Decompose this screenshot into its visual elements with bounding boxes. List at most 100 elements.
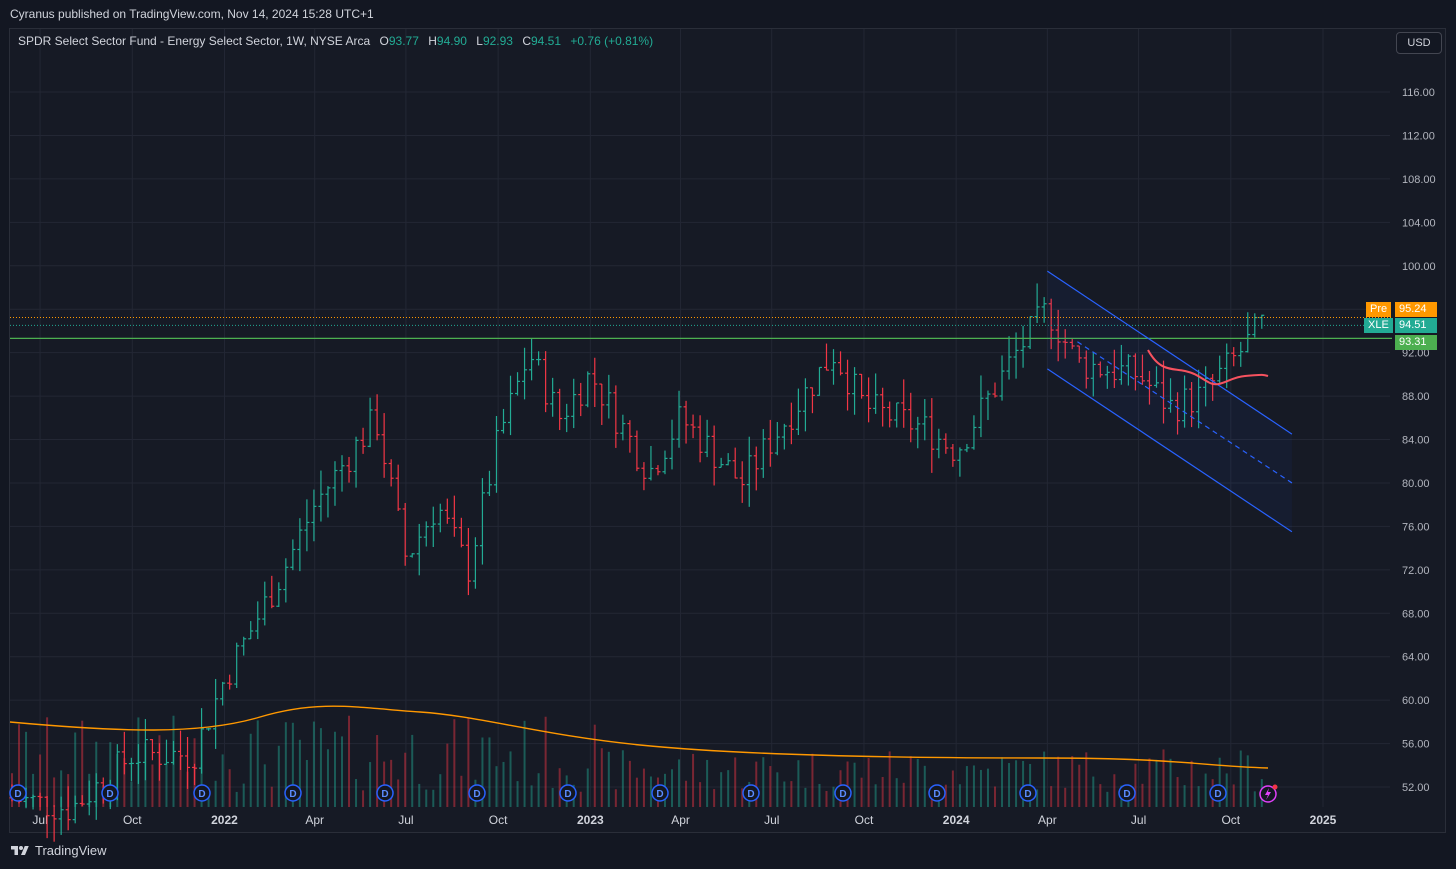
- ohlc-bar: [676, 390, 682, 448]
- volume-bar: [1148, 758, 1151, 807]
- dividend-marker[interactable]: D: [101, 784, 119, 802]
- volume-bar: [804, 787, 807, 807]
- dividend-marker[interactable]: D: [928, 784, 946, 802]
- volume-bar: [1099, 784, 1102, 807]
- volume-bar: [986, 768, 989, 807]
- ohlc-bar: [894, 402, 900, 428]
- ohlc-bar: [683, 400, 689, 444]
- ohlc-bar: [887, 401, 893, 428]
- currency-button[interactable]: USD: [1396, 32, 1442, 54]
- volume-bar: [621, 750, 624, 807]
- ohlc-bar: [276, 582, 282, 607]
- open-label: O: [379, 34, 389, 48]
- x-tick-label: Jul: [398, 813, 413, 827]
- volume-bar: [165, 764, 168, 807]
- volume-bar: [1218, 757, 1221, 807]
- volume-bar: [1106, 791, 1109, 807]
- ohlc-bar: [1238, 341, 1244, 367]
- ohlc-bar: [823, 343, 829, 371]
- x-tick-label: Apr: [305, 813, 324, 827]
- ohlc-bar: [529, 338, 535, 381]
- volume-bar: [214, 780, 217, 807]
- ohlc-bar: [816, 366, 822, 396]
- ohlc-bar: [753, 446, 759, 491]
- dividend-marker[interactable]: D: [376, 784, 394, 802]
- volume-bar: [362, 790, 365, 807]
- volume-bar: [1001, 757, 1004, 807]
- event-alert-dot-icon: [1272, 784, 1278, 790]
- dividend-marker[interactable]: D: [742, 784, 760, 802]
- dividend-marker[interactable]: D: [1019, 784, 1037, 802]
- volume-bar: [109, 742, 112, 807]
- volume-bar: [741, 788, 744, 807]
- ohlc-bar: [79, 795, 85, 806]
- volume-bar: [481, 737, 484, 807]
- ohlc-bar: [725, 453, 731, 466]
- ohlc-bar: [493, 416, 499, 493]
- chart-frame[interactable]: [9, 28, 1446, 833]
- dividend-marker[interactable]: D: [1209, 784, 1227, 802]
- ohlc-bar: [1055, 309, 1061, 362]
- volume-bar: [579, 791, 582, 807]
- ohlc-bar: [1196, 369, 1202, 429]
- dividend-marker[interactable]: D: [651, 784, 669, 802]
- ohlc-bar: [65, 786, 71, 831]
- ohlc-bar: [718, 457, 724, 468]
- ohlc-bar: [809, 387, 815, 414]
- ohlc-bar: [543, 351, 549, 413]
- ohlc-bar: [838, 351, 844, 376]
- volume-bar: [495, 766, 498, 807]
- dividend-marker[interactable]: D: [834, 784, 852, 802]
- volume-bar: [762, 757, 765, 807]
- ohlc-bar: [409, 553, 415, 558]
- volume-bar: [881, 776, 884, 807]
- volume-bar: [600, 748, 603, 807]
- ohlc-bar: [606, 374, 612, 419]
- volume-bar: [186, 771, 189, 807]
- volume-bar: [1043, 751, 1046, 807]
- ohlc-bar: [500, 408, 506, 434]
- volume-bar: [888, 751, 891, 807]
- volume-bar: [530, 785, 533, 807]
- x-tick-label: Jul: [32, 813, 47, 827]
- footer-brand[interactable]: TradingView: [10, 843, 107, 858]
- ohlc-bar: [880, 387, 886, 427]
- volume-bar: [333, 731, 336, 807]
- volume-bar: [32, 773, 35, 807]
- ohlc-bar: [1245, 312, 1251, 353]
- volume-bar: [453, 719, 456, 807]
- low-label: L: [476, 34, 483, 48]
- ohlc-bar: [395, 464, 401, 512]
- publish-header: Cyranus published on TradingView.com, No…: [0, 0, 1456, 28]
- dividend-marker[interactable]: D: [468, 784, 486, 802]
- dividend-marker[interactable]: D: [9, 784, 27, 802]
- volume-bar: [860, 777, 863, 807]
- ohlc-bar: [915, 416, 921, 449]
- ohlc-bar: [1083, 350, 1089, 389]
- y-tick-label: 100.00: [1402, 261, 1436, 273]
- ohlc-bar: [1161, 360, 1167, 424]
- volume-bar: [1246, 755, 1249, 807]
- volume-bar: [755, 761, 758, 807]
- ohlc-bar: [1231, 347, 1237, 367]
- ohlc-bar: [1168, 378, 1174, 413]
- ohlc-bar: [508, 375, 514, 436]
- dividend-marker-label: D: [1214, 789, 1221, 800]
- ohlc-bar: [950, 444, 956, 467]
- dividend-marker[interactable]: D: [559, 784, 577, 802]
- channel-fill: [1047, 271, 1292, 532]
- volume-bar: [46, 717, 49, 807]
- x-tick-label: Oct: [489, 813, 508, 827]
- volume-bar: [734, 757, 737, 807]
- dividend-marker[interactable]: D: [284, 784, 302, 802]
- high-label: H: [428, 34, 437, 48]
- volume-bar: [720, 772, 723, 807]
- dividend-marker[interactable]: D: [193, 784, 211, 802]
- ohlc-bar: [571, 378, 577, 429]
- volume-bar: [790, 781, 793, 807]
- dividend-marker[interactable]: D: [1118, 784, 1136, 802]
- ohlc-bar: [999, 355, 1005, 401]
- volume-bar: [270, 786, 273, 807]
- ohlc-bar: [1076, 345, 1082, 363]
